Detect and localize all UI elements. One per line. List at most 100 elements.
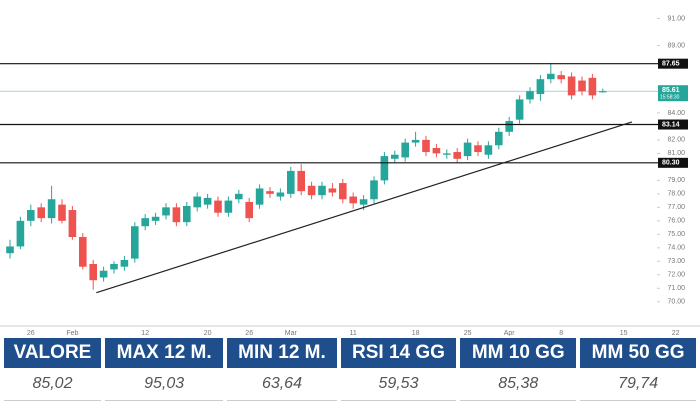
y-tick-label: 73.00	[667, 258, 685, 265]
candle-body	[27, 210, 35, 221]
candle-body	[131, 226, 139, 259]
candle-body	[255, 188, 264, 205]
candle-body	[547, 73, 555, 80]
candle-body	[349, 196, 357, 204]
trendline	[96, 121, 633, 294]
value-cell: 59,53	[340, 368, 457, 401]
candle-body	[432, 147, 441, 154]
y-tick-label: 79.00	[667, 177, 685, 184]
candle-body	[557, 75, 565, 80]
candle-body	[422, 139, 430, 153]
level-label-box	[658, 157, 688, 168]
x-tick-label: 15	[620, 330, 628, 336]
candle-body	[297, 170, 305, 192]
level-label-box	[658, 119, 688, 130]
value-cell: 79,74	[580, 368, 696, 401]
candle-body	[515, 99, 524, 120]
candle-body	[16, 220, 25, 247]
y-tick-label: 72.00	[667, 272, 685, 279]
value-cell: 63,64	[227, 368, 337, 401]
current-price-time: 15:58:30	[660, 95, 680, 101]
candle-body	[224, 200, 233, 213]
x-tick-label: Apr	[504, 330, 516, 336]
candle-body	[443, 153, 451, 155]
candle-body	[47, 199, 56, 219]
candle-body	[235, 193, 243, 200]
x-tick-label: Mar	[285, 330, 298, 336]
candle-body	[287, 170, 295, 194]
candle-body	[110, 263, 118, 270]
candle-body	[339, 183, 347, 200]
candle-body	[359, 199, 368, 205]
candle-body	[495, 131, 503, 146]
candle-body	[307, 185, 316, 196]
candle-body	[463, 142, 472, 157]
candle-body	[58, 204, 66, 221]
candle-body	[162, 207, 170, 216]
candle-body	[183, 205, 191, 223]
candle-body	[37, 207, 45, 219]
candle-body	[266, 191, 274, 194]
candle-body	[599, 91, 607, 93]
level-label: 83.14	[662, 121, 680, 128]
candle-body	[120, 259, 129, 267]
y-tick-label: 77.00	[667, 204, 685, 211]
candle-body	[391, 154, 399, 159]
x-tick-label: 20	[204, 330, 212, 336]
x-tick-label: 11	[350, 330, 357, 336]
header-cell: MM 50 GG	[580, 338, 696, 368]
x-tick-label: 12	[141, 330, 149, 336]
candle-body	[578, 80, 586, 92]
x-tick-label: 8	[559, 330, 563, 336]
candle-body	[370, 180, 378, 200]
y-tick-label: 70.00	[667, 299, 685, 306]
chart: 26 Feb 12 20 26 Mar 11 18 25 Apr 8 15 22 70.00 71.00 72…	[0, 15, 700, 337]
candle-body	[536, 79, 545, 95]
header-row: VALORE MAX 12 M. MIN 12 M. RSI 14 GG MM …	[4, 338, 696, 368]
header-cell: VALORE	[4, 338, 101, 368]
candle-body	[79, 237, 87, 267]
candle-body	[474, 145, 482, 153]
y-tick-label: 84.00	[667, 110, 685, 117]
level-label: 87.65	[662, 61, 680, 68]
candle-body	[411, 139, 420, 143]
x-tick-label: 26	[245, 330, 253, 336]
candle-body	[505, 121, 513, 132]
candle-body	[245, 201, 253, 219]
stats-table: VALORE MAX 12 M. MIN 12 M. RSI 14 GG MM …	[0, 338, 700, 401]
candle-body	[214, 200, 222, 213]
value-row: 85,02 95,03 63,64 59,53 85,38 79,74	[4, 368, 696, 401]
candle-body	[588, 77, 597, 96]
candle-body	[484, 145, 493, 155]
candle-body	[99, 270, 108, 278]
header-cell: MAX 12 M.	[104, 338, 224, 368]
x-tick-label: 25	[464, 330, 472, 336]
candle-body	[401, 142, 409, 158]
current-price-box	[658, 85, 688, 102]
candle-body	[6, 246, 14, 254]
candle-body	[453, 152, 461, 159]
candle-body	[567, 76, 576, 96]
x-tick-label: 22	[672, 330, 680, 336]
y-tick-label: 71.00	[667, 285, 685, 292]
header-cell: RSI 14 GG	[340, 338, 457, 368]
y-tick-label: 75.00	[667, 231, 685, 238]
header-cell: MIN 12 M.	[227, 338, 337, 368]
level-label: 80.30	[662, 160, 680, 167]
y-tick-label: 89.00	[667, 42, 685, 49]
y-tick-label: 82.00	[667, 137, 685, 144]
y-tick-label: 74.00	[667, 245, 685, 252]
candle-body	[151, 216, 160, 221]
level-label-box	[658, 58, 688, 69]
y-tick-label: 78.00	[667, 191, 685, 198]
candle-body	[141, 218, 149, 227]
y-tick-label: 81.00	[667, 150, 685, 157]
x-tick-label: 18	[412, 330, 420, 336]
x-tick-label: Feb	[66, 330, 78, 336]
y-tick-label: 76.00	[667, 218, 685, 225]
y-tick-label: 91.00	[667, 15, 685, 22]
value-cell: 95,03	[104, 368, 224, 401]
candle-body	[172, 207, 181, 223]
candle-body	[68, 210, 77, 238]
